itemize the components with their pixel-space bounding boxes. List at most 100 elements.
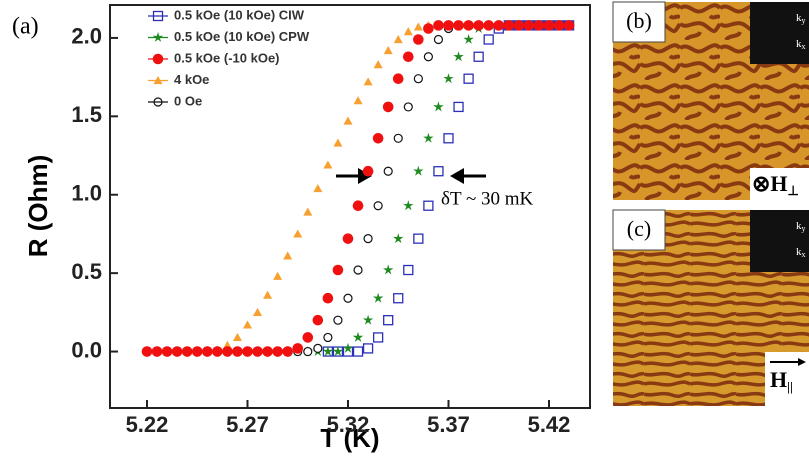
inset: [750, 2, 809, 64]
data-point: [393, 133, 403, 143]
data-point: [433, 34, 444, 45]
data-point: [483, 34, 494, 45]
data-point: [352, 200, 364, 212]
data-point: [242, 320, 252, 329]
x-tick-label: 5.27: [226, 412, 269, 437]
y-axis-title: R (Ohm): [23, 155, 53, 258]
data-point: [493, 20, 505, 31]
data-point: [433, 101, 444, 112]
y-tick-label: 1.5: [71, 102, 102, 127]
data-point: [453, 51, 464, 62]
data-point: [292, 343, 304, 354]
data-point: [313, 183, 323, 193]
data-point: [352, 331, 364, 342]
data-point: [363, 77, 373, 86]
x-axis-title: T (K): [320, 423, 379, 453]
data-point: [403, 27, 413, 36]
data-point: [393, 34, 403, 44]
data-point: [312, 314, 324, 326]
data-point: [362, 343, 374, 354]
inset-label: kx: [796, 246, 806, 259]
data-point: [483, 20, 494, 31]
x-tick-label: 5.37: [427, 412, 470, 437]
data-point: [201, 346, 213, 357]
data-point: [383, 315, 394, 326]
data-point: [423, 52, 433, 62]
data-point: [363, 234, 373, 244]
x-tick-label: 5.42: [528, 412, 571, 437]
data-point: [322, 346, 334, 356]
data-point: [302, 332, 314, 343]
panel-label: (c): [627, 216, 651, 241]
data-point: [413, 74, 423, 84]
data-point: [393, 293, 404, 304]
data-point: [443, 73, 454, 84]
y-tick-label: 1.0: [71, 181, 102, 206]
data-point: [353, 265, 363, 275]
data-point: [191, 346, 203, 357]
data-point: [362, 165, 374, 177]
data-point: [463, 73, 474, 84]
data-point: [242, 346, 253, 357]
data-point: [423, 23, 434, 34]
data-point: [323, 160, 333, 169]
data-point: [383, 264, 394, 275]
data-point: [423, 132, 434, 143]
data-point: [333, 138, 343, 147]
data-point: [403, 264, 414, 276]
data-point: [212, 346, 223, 357]
vector-head: [798, 358, 806, 366]
data-point: [503, 20, 515, 31]
x-tick-label: 5.22: [126, 412, 169, 437]
plot-frame: [109, 4, 591, 409]
data-point: [332, 264, 344, 276]
field-label: H||: [770, 367, 793, 394]
inset-label: ky: [796, 220, 806, 233]
data-point: [413, 165, 424, 176]
data-point: [362, 314, 374, 325]
data-point: [303, 346, 313, 357]
data-point: [413, 34, 424, 45]
data-point: [473, 51, 484, 62]
data-point: [553, 20, 565, 31]
data-point: [313, 343, 323, 354]
data-point: [563, 20, 575, 31]
x-tick-label: 5.32: [327, 412, 370, 437]
data-point: [181, 346, 193, 357]
data-point: [263, 290, 273, 299]
data-point: [151, 346, 163, 357]
panel-label: (a): [12, 14, 39, 40]
y-tick-label: 0.0: [71, 337, 102, 362]
inset: [750, 210, 809, 272]
data-point: [443, 133, 454, 144]
data-point: [463, 20, 474, 31]
panel-c: (c) ky kx H||: [612, 209, 809, 406]
data-point: [343, 116, 353, 125]
data-point: [463, 34, 474, 44]
label-box: [750, 168, 809, 200]
data-point: [252, 346, 263, 357]
data-point: [352, 346, 364, 357]
data-point: [403, 102, 413, 112]
inset-label: ky: [796, 12, 806, 25]
panel-b: (b) ky kx ⊗H⊥: [612, 1, 809, 200]
data-point: [161, 346, 173, 357]
data-point: [253, 307, 263, 316]
data-point: [413, 22, 423, 31]
data-point: [372, 292, 384, 303]
inset-label: kx: [796, 38, 806, 51]
data-point: [423, 200, 434, 211]
legend-label: 0 Oe: [174, 93, 202, 108]
panel-label: (b): [626, 8, 652, 33]
data-point: [413, 233, 424, 244]
delta-arrows: [336, 168, 486, 184]
data-point: [323, 332, 333, 343]
data-point: [382, 101, 394, 113]
y-tick-label: 0.5: [71, 259, 102, 284]
data-point: [443, 20, 454, 31]
data-point: [343, 293, 353, 303]
data-point: [322, 292, 334, 304]
data-point: [353, 96, 363, 105]
data-point: [383, 166, 393, 176]
